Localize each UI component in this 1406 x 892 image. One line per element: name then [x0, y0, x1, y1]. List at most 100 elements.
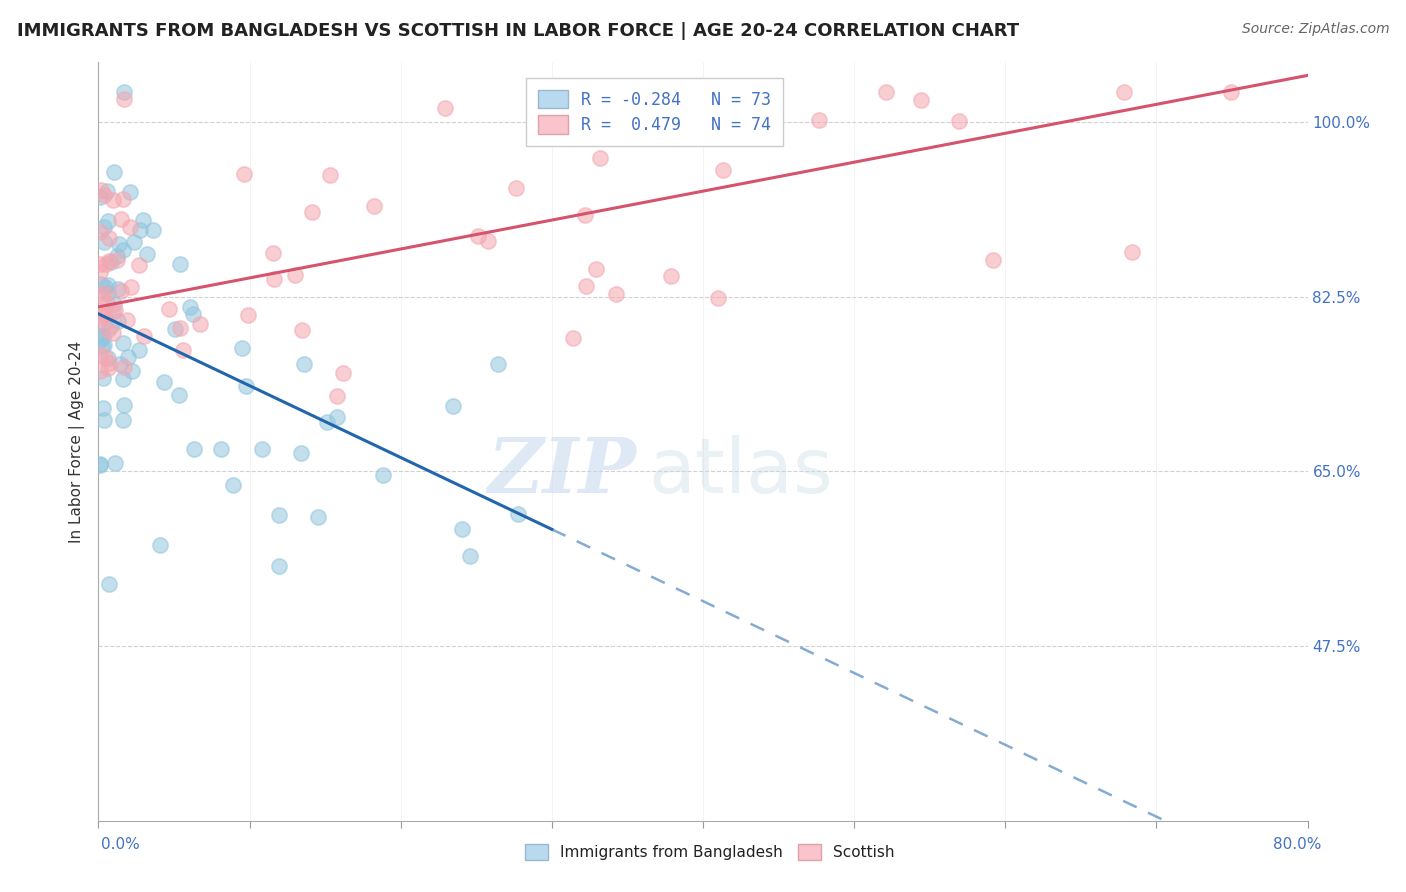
- Point: [263, 272, 285, 286]
- Point: [103, 165, 125, 179]
- Point: [89, 333, 111, 347]
- Point: [169, 320, 191, 334]
- Point: [179, 301, 201, 315]
- Point: [97, 277, 120, 292]
- Point: [101, 304, 124, 318]
- Point: [103, 297, 125, 311]
- Point: [96, 184, 118, 198]
- Point: [326, 389, 349, 403]
- Point: [91, 401, 114, 415]
- Point: [112, 398, 135, 412]
- Point: [467, 229, 489, 244]
- Point: [93, 219, 115, 234]
- Point: [93, 413, 115, 427]
- Point: [238, 308, 260, 322]
- Point: [93, 317, 115, 331]
- Point: [807, 112, 830, 127]
- Point: [94, 257, 117, 271]
- Point: [316, 415, 339, 429]
- Point: [262, 246, 284, 260]
- Point: [97, 214, 120, 228]
- Point: [284, 268, 307, 283]
- Point: [585, 262, 607, 277]
- Point: [269, 508, 291, 522]
- Point: [107, 237, 129, 252]
- Text: 0.0%: 0.0%: [101, 838, 141, 852]
- Point: [163, 321, 186, 335]
- Point: [875, 86, 897, 100]
- Point: [319, 168, 342, 182]
- Point: [363, 199, 385, 213]
- Point: [433, 102, 456, 116]
- Point: [89, 329, 111, 343]
- Point: [91, 329, 114, 343]
- Point: [716, 99, 738, 113]
- Text: ZIP: ZIP: [488, 435, 637, 508]
- Point: [120, 280, 142, 294]
- Point: [115, 313, 138, 327]
- Text: Source: ZipAtlas.com: Source: ZipAtlas.com: [1241, 22, 1389, 37]
- Point: [477, 235, 499, 249]
- Point: [112, 360, 135, 375]
- Point: [486, 357, 509, 371]
- Point: [89, 226, 111, 240]
- Point: [458, 549, 481, 563]
- Point: [118, 185, 141, 199]
- Point: [90, 277, 112, 291]
- Point: [128, 343, 150, 357]
- Point: [441, 399, 464, 413]
- Point: [100, 318, 122, 333]
- Point: [89, 257, 111, 271]
- Point: [574, 208, 596, 222]
- Point: [129, 223, 152, 237]
- Point: [98, 231, 121, 245]
- Point: [128, 258, 150, 272]
- Point: [605, 287, 627, 301]
- Point: [101, 194, 124, 208]
- Point: [112, 92, 135, 106]
- Point: [107, 282, 129, 296]
- Point: [326, 409, 349, 424]
- Point: [90, 288, 112, 302]
- Point: [93, 305, 115, 319]
- Legend: Immigrants from Bangladesh, Scottish: Immigrants from Bangladesh, Scottish: [519, 838, 901, 866]
- Point: [118, 220, 141, 235]
- Point: [90, 309, 112, 323]
- Point: [157, 301, 180, 316]
- Point: [90, 183, 112, 197]
- Text: atlas: atlas: [648, 435, 834, 508]
- Point: [98, 254, 121, 268]
- Point: [112, 244, 135, 258]
- Point: [183, 442, 205, 456]
- Point: [711, 163, 734, 178]
- Point: [103, 303, 125, 318]
- Point: [112, 413, 135, 427]
- Point: [267, 559, 290, 574]
- Point: [108, 357, 131, 371]
- Point: [93, 285, 115, 300]
- Point: [149, 538, 172, 552]
- Point: [659, 269, 682, 284]
- Y-axis label: In Labor Force | Age 20-24: In Labor Force | Age 20-24: [69, 341, 86, 542]
- Point: [706, 291, 728, 305]
- Point: [307, 510, 329, 524]
- Point: [97, 356, 120, 370]
- Point: [89, 265, 111, 279]
- Point: [235, 379, 257, 393]
- Point: [505, 181, 527, 195]
- Point: [450, 522, 472, 536]
- Point: [105, 253, 128, 268]
- Point: [373, 468, 395, 483]
- Point: [112, 86, 135, 100]
- Point: [112, 192, 135, 206]
- Point: [231, 341, 253, 355]
- Point: [132, 329, 155, 343]
- Point: [94, 280, 117, 294]
- Point: [91, 339, 114, 353]
- Point: [121, 364, 143, 378]
- Point: [97, 576, 120, 591]
- Point: [89, 348, 111, 362]
- Point: [169, 257, 191, 271]
- Point: [290, 446, 312, 460]
- Point: [233, 167, 256, 181]
